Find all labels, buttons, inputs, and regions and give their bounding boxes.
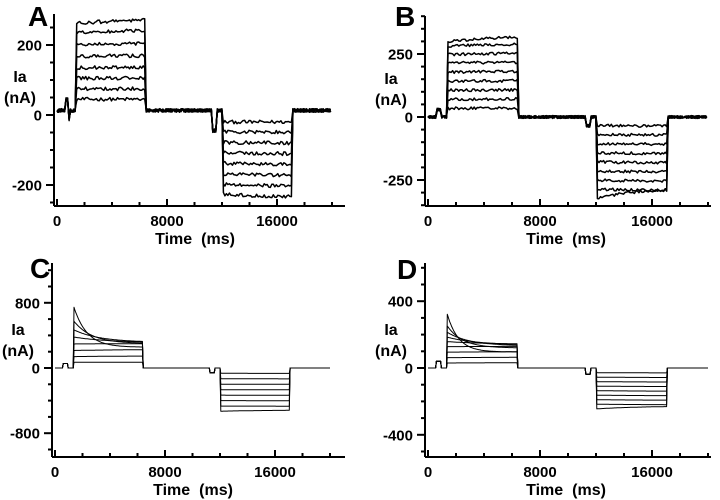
x-tick-label: 16000 (256, 213, 298, 230)
x-tick-label: 8000 (523, 464, 556, 481)
x-axis-title: Time (ms) (155, 231, 235, 248)
panel-B-letter: B (395, 1, 416, 32)
x-tick-label: 0 (51, 464, 59, 481)
panel-C: C 800 0 -800 Ia (nA) 0 8000 16000 Time (ms) (0, 250, 360, 500)
y-axis-title: (nA) (2, 343, 34, 360)
x-tick-label: 8000 (150, 213, 183, 230)
panel-B: B 250 0 -250 Ia (nA) 0 8000 16000 Time (ms) (360, 0, 720, 250)
sweep-trace (55, 336, 330, 396)
y-tick-label: 800 (15, 295, 40, 312)
sweep-trace (55, 306, 330, 412)
x-tick-label: 8000 (148, 464, 181, 481)
y-tick-label: 0 (405, 361, 413, 378)
x-axis-title: Time (ms) (153, 482, 233, 499)
sweep-trace (56, 41, 332, 178)
x-tick-label: 0 (424, 464, 432, 481)
sweep-trace (55, 320, 330, 407)
y-tick-label: 0 (405, 110, 413, 127)
y-tick-label: 250 (388, 47, 413, 64)
sweep-trace (55, 343, 330, 391)
sweep-trace (428, 313, 708, 410)
y-tick-label: 0 (34, 108, 42, 125)
sweep-trace (428, 341, 708, 392)
y-axis-title: (nA) (375, 343, 407, 360)
x-axis-title: Time (ms) (526, 482, 606, 499)
y-tick-label: 400 (388, 294, 413, 311)
panel-C-letter: C (30, 253, 51, 284)
x-tick-label: 16000 (631, 213, 673, 230)
x-tick-label: 0 (424, 213, 432, 230)
panel-A-letter: A (28, 1, 49, 32)
x-axis-title: Time (ms) (526, 231, 606, 248)
y-tick-label: -250 (383, 173, 413, 190)
sweep-trace (428, 356, 708, 378)
sweep-trace (57, 96, 331, 132)
sweep-trace (56, 17, 332, 199)
y-tick-label: -800 (10, 426, 40, 443)
y-axis-title: (nA) (375, 92, 407, 109)
x-tick-label: 8000 (523, 213, 556, 230)
y-axis-title: Ia (384, 71, 397, 88)
y-axis-title: Ia (11, 322, 24, 339)
y-tick-label: 200 (17, 38, 42, 55)
y-tick-label: -400 (383, 427, 413, 444)
y-tick-label: -200 (12, 178, 42, 195)
y-axis-title: Ia (384, 322, 397, 339)
sweep-trace (428, 325, 708, 406)
x-tick-label: 16000 (254, 464, 296, 481)
panel-D-letter: D (397, 254, 418, 285)
x-tick-label: 16000 (631, 464, 673, 481)
panel-D: D 400 0 -400 Ia (nA) 0 8000 16000 Time (ms) (360, 250, 720, 500)
sweep-trace (427, 35, 707, 200)
x-tick-label: 0 (53, 213, 61, 230)
y-axis-title: (nA) (4, 90, 36, 107)
panel-A: A 200 0 -200 Ia (nA) 0 8000 16000 Time (ms) (0, 0, 360, 250)
y-tick-label: 0 (32, 361, 40, 378)
y-axis-title: Ia (13, 69, 26, 86)
